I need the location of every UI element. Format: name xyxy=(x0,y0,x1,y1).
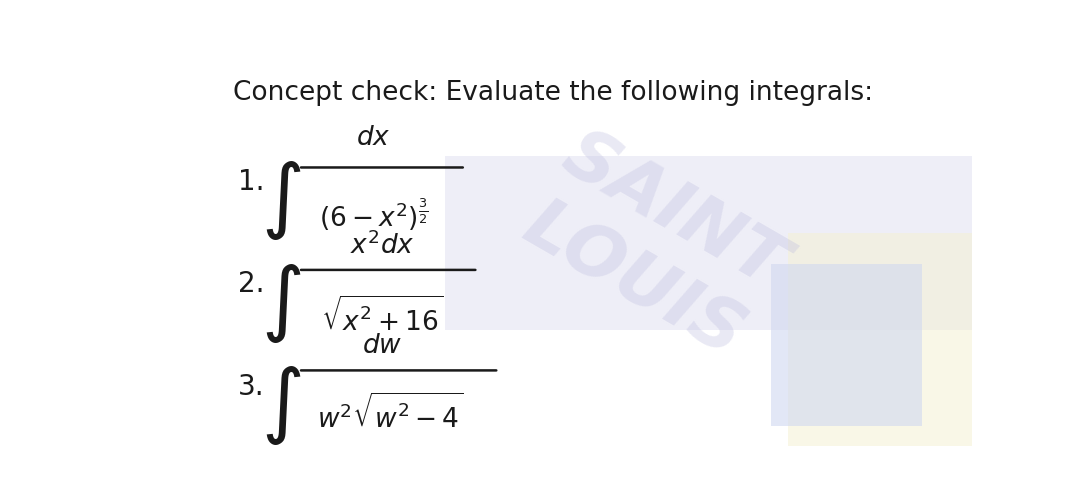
Text: $dx$: $dx$ xyxy=(356,124,391,150)
Bar xyxy=(771,265,922,427)
Text: $(6-x^2)^{\frac{3}{2}}$: $(6-x^2)^{\frac{3}{2}}$ xyxy=(319,196,429,232)
Text: 3.: 3. xyxy=(238,372,265,400)
Text: $\int$: $\int$ xyxy=(261,364,301,446)
Text: Concept check: Evaluate the following integrals:: Concept check: Evaluate the following in… xyxy=(233,79,874,105)
Bar xyxy=(445,156,972,330)
Text: SAINT
LOUIS: SAINT LOUIS xyxy=(511,120,797,371)
Text: $w^2\sqrt{w^2-4}$: $w^2\sqrt{w^2-4}$ xyxy=(316,393,463,433)
Text: 1.: 1. xyxy=(239,168,265,195)
Text: 2.: 2. xyxy=(239,270,265,298)
Text: $\int$: $\int$ xyxy=(261,160,301,242)
Text: $x^2dx$: $x^2dx$ xyxy=(350,231,415,260)
Text: $\sqrt{x^2+16}$: $\sqrt{x^2+16}$ xyxy=(321,297,443,336)
Bar xyxy=(788,233,972,446)
Text: $dw$: $dw$ xyxy=(362,333,402,359)
Text: $\int$: $\int$ xyxy=(261,262,301,344)
